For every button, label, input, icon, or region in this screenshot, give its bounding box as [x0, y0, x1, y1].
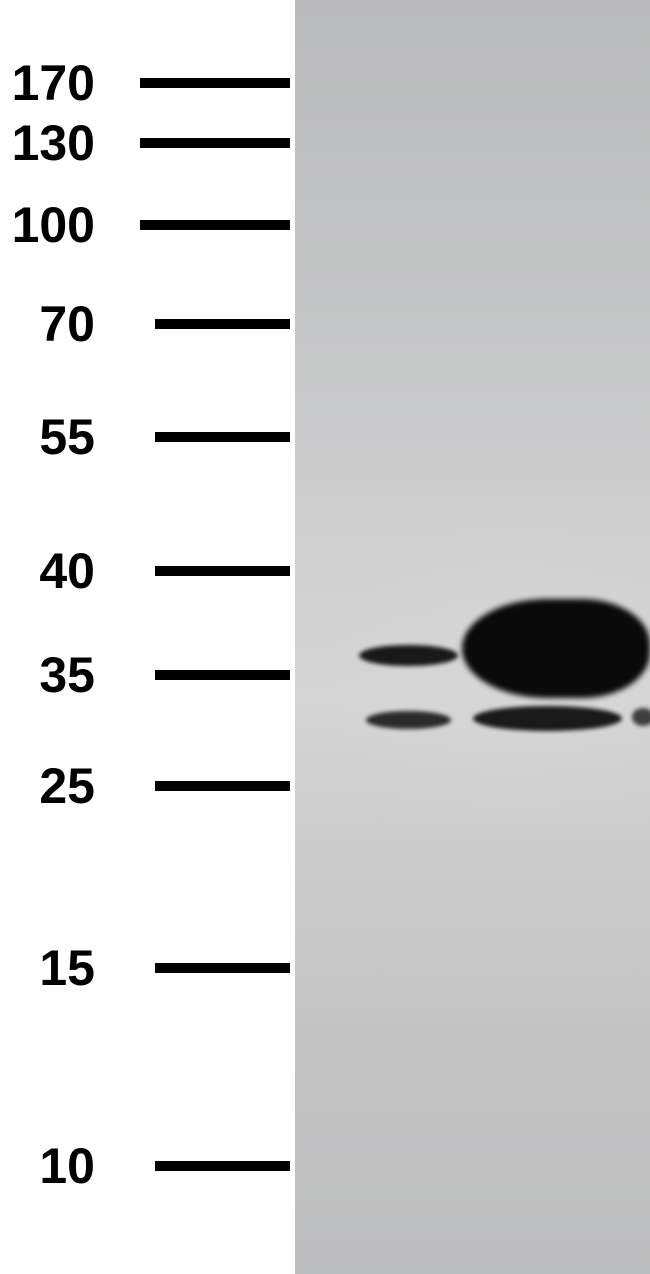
marker-label: 100	[0, 196, 115, 254]
blot-band	[632, 708, 650, 726]
blot-band	[473, 706, 622, 731]
blot-band	[366, 711, 451, 729]
marker-row: 130	[0, 114, 295, 172]
marker-row: 25	[0, 757, 295, 815]
molecular-weight-ladder: 170130 100 70 55 40 35 25 15 10	[0, 0, 295, 1274]
marker-row: 35	[0, 646, 295, 704]
blot-band	[462, 599, 650, 698]
marker-tick	[155, 1161, 290, 1171]
marker-row: 170	[0, 54, 295, 112]
marker-tick	[155, 432, 290, 442]
marker-tick	[140, 138, 290, 148]
marker-label: 130	[0, 114, 115, 172]
marker-label: 170	[0, 54, 115, 112]
marker-row: 55	[0, 408, 295, 466]
marker-label: 15	[0, 939, 115, 997]
marker-tick	[155, 319, 290, 329]
marker-row: 100	[0, 196, 295, 254]
marker-tick	[155, 963, 290, 973]
marker-label: 40	[0, 542, 115, 600]
marker-tick	[140, 220, 290, 230]
marker-row: 70	[0, 295, 295, 353]
marker-label: 55	[0, 408, 115, 466]
marker-tick	[140, 78, 290, 88]
marker-tick	[155, 566, 290, 576]
marker-row: 40	[0, 542, 295, 600]
marker-tick	[155, 670, 290, 680]
marker-label: 70	[0, 295, 115, 353]
marker-label: 25	[0, 757, 115, 815]
western-blot-figure: 170130 100 70 55 40 35 25 15 10	[0, 0, 650, 1274]
marker-row: 15	[0, 939, 295, 997]
marker-label: 10	[0, 1137, 115, 1195]
marker-tick	[155, 781, 290, 791]
blot-membrane	[295, 0, 650, 1274]
marker-label: 35	[0, 646, 115, 704]
marker-row: 10	[0, 1137, 295, 1195]
